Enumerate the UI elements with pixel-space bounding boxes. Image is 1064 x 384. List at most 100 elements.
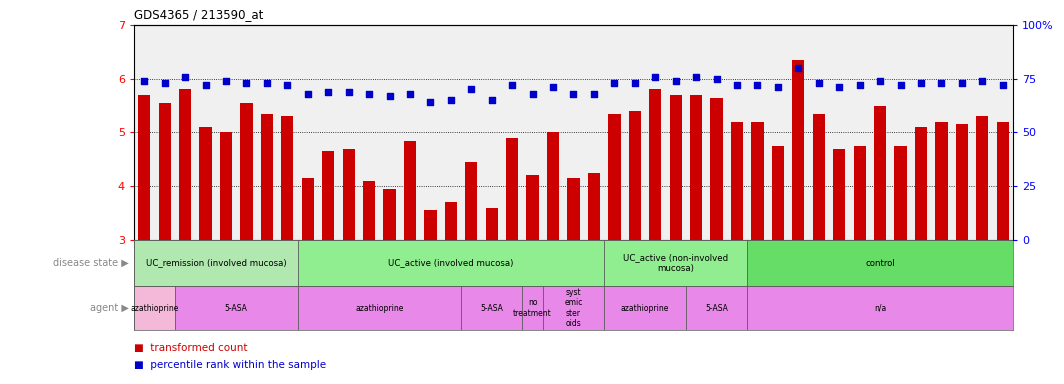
Bar: [159, 103, 171, 240]
Bar: [465, 162, 478, 240]
Point: [299, 91, 316, 97]
Bar: [833, 149, 845, 240]
Bar: [174, 286, 298, 330]
Point: [994, 82, 1011, 88]
Bar: [445, 202, 458, 240]
Bar: [976, 116, 988, 240]
Point: [769, 84, 786, 90]
Bar: [629, 111, 641, 240]
Point: [401, 91, 418, 97]
Point: [422, 99, 439, 106]
Point: [177, 73, 194, 79]
Bar: [567, 178, 580, 240]
Bar: [199, 127, 212, 240]
Bar: [461, 286, 522, 330]
Point: [381, 93, 398, 99]
Point: [585, 91, 602, 97]
Bar: [298, 240, 604, 286]
Bar: [686, 286, 747, 330]
Bar: [261, 114, 273, 240]
Point: [933, 80, 950, 86]
Bar: [298, 286, 461, 330]
Point: [811, 80, 828, 86]
Text: UC_remission (involved mucosa): UC_remission (involved mucosa): [146, 258, 286, 268]
Text: azathioprine: azathioprine: [355, 304, 403, 313]
Point: [503, 82, 520, 88]
Text: 5-ASA: 5-ASA: [705, 304, 728, 313]
Point: [525, 91, 542, 97]
Bar: [587, 173, 600, 240]
Text: 5-ASA: 5-ASA: [225, 304, 248, 313]
Bar: [240, 103, 252, 240]
Point: [197, 82, 214, 88]
Point: [259, 80, 276, 86]
Bar: [771, 146, 784, 240]
Bar: [874, 106, 886, 240]
Point: [627, 80, 644, 86]
Point: [483, 97, 500, 103]
Bar: [527, 175, 538, 240]
Bar: [506, 138, 518, 240]
Point: [605, 80, 622, 86]
Text: azathioprine: azathioprine: [620, 304, 669, 313]
Point: [136, 78, 153, 84]
Text: control: control: [865, 258, 895, 268]
Bar: [281, 116, 294, 240]
Text: azathioprine: azathioprine: [130, 304, 179, 313]
Point: [156, 80, 173, 86]
Bar: [425, 210, 436, 240]
Bar: [747, 240, 1013, 286]
Bar: [485, 208, 498, 240]
Bar: [604, 240, 747, 286]
Bar: [751, 122, 764, 240]
Bar: [404, 141, 416, 240]
Point: [443, 97, 460, 103]
Bar: [302, 178, 314, 240]
Bar: [179, 89, 192, 240]
Bar: [322, 151, 334, 240]
Bar: [522, 286, 543, 330]
Text: ■  percentile rank within the sample: ■ percentile rank within the sample: [134, 360, 327, 370]
Text: 5-ASA: 5-ASA: [480, 304, 503, 313]
Bar: [853, 146, 866, 240]
Point: [953, 80, 970, 86]
Point: [749, 82, 766, 88]
Point: [238, 80, 255, 86]
Point: [340, 89, 358, 95]
Point: [974, 78, 991, 84]
Bar: [547, 132, 560, 240]
Point: [892, 82, 909, 88]
Text: disease state ▶: disease state ▶: [53, 258, 129, 268]
Text: no
treatment: no treatment: [513, 298, 552, 318]
Bar: [689, 95, 702, 240]
Bar: [604, 286, 686, 330]
Bar: [935, 122, 948, 240]
Bar: [134, 286, 174, 330]
Point: [913, 80, 930, 86]
Bar: [649, 89, 662, 240]
Bar: [383, 189, 396, 240]
Point: [463, 86, 480, 93]
Bar: [669, 95, 682, 240]
Point: [319, 89, 336, 95]
Text: syst
emic
ster
oids: syst emic ster oids: [564, 288, 583, 328]
Point: [361, 91, 378, 97]
Point: [545, 84, 562, 90]
Bar: [138, 95, 150, 240]
Bar: [997, 122, 1009, 240]
Bar: [955, 124, 968, 240]
Bar: [915, 127, 927, 240]
Text: UC_active (non-involved
mucosa): UC_active (non-involved mucosa): [624, 253, 728, 273]
Bar: [731, 122, 743, 240]
Bar: [220, 132, 232, 240]
Bar: [895, 146, 907, 240]
Point: [789, 65, 807, 71]
Point: [708, 76, 725, 82]
Point: [687, 73, 704, 79]
Bar: [343, 149, 354, 240]
Point: [831, 84, 848, 90]
Bar: [609, 114, 620, 240]
Bar: [711, 98, 722, 240]
Point: [647, 73, 664, 79]
Point: [871, 78, 888, 84]
